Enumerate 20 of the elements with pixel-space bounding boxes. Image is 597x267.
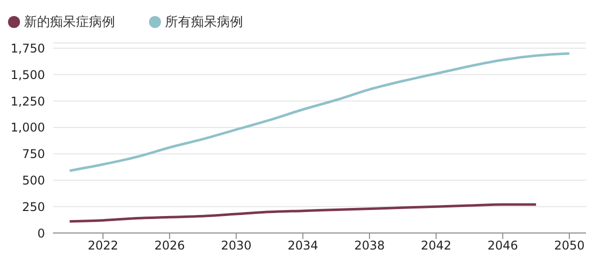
legend-label: 新的痴呆症病例: [24, 15, 115, 30]
legend-label: 所有痴呆病例: [165, 15, 243, 30]
y-tick-label: 1,500: [10, 68, 45, 82]
y-tick-label: 250: [22, 200, 45, 214]
line-series: [68, 203, 538, 223]
x-tick-label: 2050: [554, 238, 585, 253]
y-tick-label: 750: [22, 147, 45, 162]
y-tick-label: 0: [37, 226, 45, 240]
x-tick-label: 2026: [154, 238, 185, 253]
y-tick-label: 1,750: [10, 42, 45, 56]
x-tick-label: 2042: [420, 238, 452, 253]
x-tick-label: 2022: [88, 238, 118, 253]
x-tick-label: 2034: [288, 238, 318, 253]
x-tick-label: 2038: [354, 238, 385, 253]
y-tick-label: 1,000: [10, 120, 45, 135]
y-tick-label: 500: [22, 173, 45, 188]
x-tick-label: 2030: [220, 238, 252, 253]
y-tick-label: 1,250: [10, 94, 45, 108]
x-tick-label: 2046: [487, 238, 518, 253]
line-series: [68, 52, 571, 172]
